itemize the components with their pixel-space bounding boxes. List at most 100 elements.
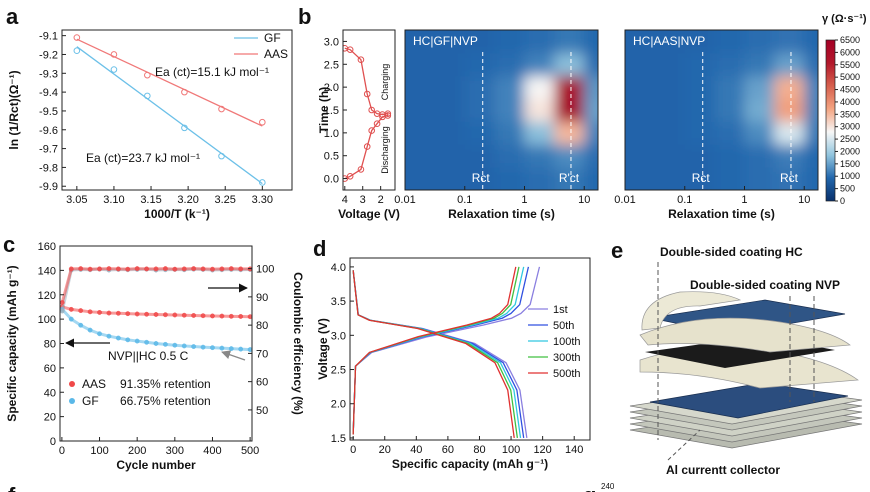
heatmap-cell — [684, 52, 716, 77]
panel-label: f — [8, 483, 16, 492]
heatmap-cell — [654, 167, 686, 190]
data-point — [259, 179, 266, 186]
data-point — [363, 90, 371, 98]
y-tick-label: -9.7 — [39, 144, 58, 156]
heatmap-cell — [625, 144, 656, 168]
heatmap-cell — [774, 52, 805, 77]
data-point — [191, 344, 197, 349]
heatmap-cell — [684, 144, 716, 168]
data-point — [115, 266, 121, 272]
data-point — [210, 266, 215, 272]
legend-label: AAS — [82, 377, 106, 391]
x-tick-label: 4 — [342, 194, 348, 206]
colorbar-tick-label: 6000 — [840, 47, 860, 57]
legend-label: GF — [82, 394, 99, 408]
data-point — [181, 343, 187, 349]
plot-area — [405, 30, 598, 190]
fit-line — [76, 38, 263, 127]
heatmap-cell — [584, 144, 598, 168]
heatmap-cell — [684, 98, 716, 122]
heatmap-cell — [494, 144, 525, 168]
data-point — [125, 266, 131, 272]
x-tick-label: 0.1 — [677, 194, 692, 206]
data-point — [87, 309, 93, 315]
data-point — [106, 333, 112, 339]
heatmap-cell — [744, 167, 775, 190]
heatmap-cell — [744, 121, 775, 145]
heatmap-cell — [714, 30, 745, 54]
data-point — [73, 34, 81, 41]
y-tick-label: 3.5 — [331, 296, 346, 308]
colorbar-tick-label: 500 — [840, 184, 855, 194]
heatmap-cell — [774, 98, 805, 122]
x-tick-label: 100 — [90, 445, 108, 457]
y-axis-label: Voltage (V) — [316, 318, 330, 380]
colorbar-tick-label: 1000 — [840, 171, 860, 181]
y-tick-label: 20 — [44, 412, 56, 424]
heatmap — [405, 30, 598, 190]
heatmap-cell — [584, 30, 598, 54]
x-axis-label: Voltage (V) — [338, 207, 400, 221]
y-axis-label: ln (1/Rct)(Ω⁻¹) — [7, 70, 21, 149]
heatmap-cell — [804, 121, 818, 145]
y-tick-label: 120 — [38, 290, 56, 302]
legend-label: 300th — [553, 352, 581, 364]
data-point — [238, 314, 244, 319]
data-point — [379, 113, 386, 121]
y2-tick-label: 80 — [256, 320, 268, 332]
y2-tick-label: 50 — [256, 405, 268, 417]
data-point — [97, 266, 102, 272]
plot: 0 100 200 300 400 500 0 20 40 60 80 100 120 140 160 50 6… — [5, 241, 305, 472]
diagram-label: Double-sided coating NVP — [690, 278, 840, 292]
y-tick-label: 1.5 — [324, 105, 339, 117]
heatmap-cell — [464, 98, 496, 122]
heatmap-cell — [405, 144, 436, 168]
data-point — [134, 266, 140, 272]
data-point — [78, 322, 84, 328]
heatmap-cell — [804, 30, 818, 54]
heatmap-title: HC|GF|NVP — [413, 34, 478, 48]
plot: 3.05 3.10 3.15 3.20 3.25 3.30 -9.1 -9.2 -9.3 -9.4… — [7, 29, 293, 221]
colorbar-tick-label: 2000 — [840, 146, 860, 156]
data-point — [87, 327, 93, 333]
data-point — [181, 266, 187, 272]
fit-line — [76, 46, 263, 185]
heatmap-cell — [744, 144, 775, 168]
x-tick-label: 200 — [128, 445, 146, 457]
data-point — [191, 313, 197, 318]
data-point — [219, 266, 225, 272]
heatmap-cell — [405, 52, 436, 77]
heatmap-cell — [405, 75, 436, 100]
heatmap-cell — [524, 167, 555, 190]
x-tick-label: 20 — [379, 444, 391, 456]
data-point — [60, 300, 65, 305]
x-tick-label: 1 — [741, 194, 747, 206]
colorbar-tick-label: 0 — [840, 196, 845, 206]
legend-label: 1st — [553, 304, 568, 316]
data-point — [343, 175, 349, 182]
heatmap-cell — [654, 121, 686, 145]
heatmap-cell — [434, 98, 466, 122]
legend-note: 66.75% retention — [120, 394, 211, 408]
heatmap-cell — [654, 30, 686, 54]
heatmap-cell — [405, 167, 436, 190]
legend-label: 500th — [553, 368, 581, 380]
colorbar-tick-label: 3500 — [840, 109, 860, 119]
y-tick-label: 3.0 — [324, 36, 339, 48]
x-tick-label: 2 — [378, 194, 384, 206]
data-point — [68, 306, 74, 312]
heatmap-cell — [524, 144, 555, 168]
x-tick-label: 3.15 — [140, 194, 161, 206]
heatmap-cell — [524, 52, 555, 77]
heatmap-cell — [804, 167, 818, 190]
annotation: Ea (ct)=23.7 kJ mol⁻¹ — [86, 151, 200, 165]
heatmap-cell — [744, 52, 775, 77]
x-tick-label: 400 — [203, 445, 221, 457]
heatmap-cell — [434, 30, 466, 54]
data-point — [134, 311, 140, 317]
panel-label: a — [6, 4, 19, 29]
heatmap-cell — [494, 30, 525, 54]
data-point — [144, 339, 149, 345]
plot-area — [73, 34, 266, 186]
data-point — [163, 312, 168, 318]
